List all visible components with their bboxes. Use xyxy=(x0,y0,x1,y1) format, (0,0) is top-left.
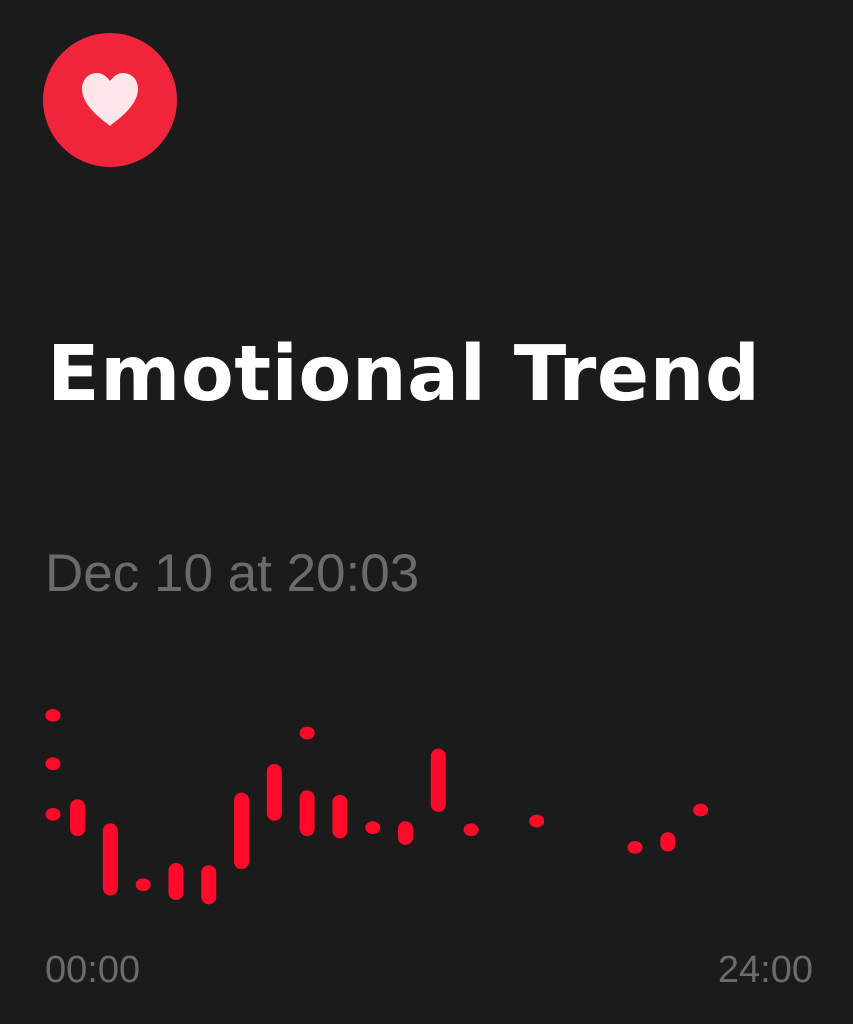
emotion-range-bar xyxy=(201,865,217,905)
emotion-trend-chart xyxy=(45,709,709,905)
emotion-range-bar xyxy=(398,821,414,845)
emotion-range-bar xyxy=(45,709,61,722)
app-icon-badge[interactable] xyxy=(43,33,177,167)
emotion-range-bar xyxy=(660,832,676,852)
heart-icon xyxy=(82,73,138,126)
emotion-range-bar xyxy=(45,757,61,771)
emotion-range-bar xyxy=(463,823,479,837)
emotion-range-bar xyxy=(266,764,282,821)
emotion-range-bar xyxy=(627,841,643,854)
emotion-range-bar xyxy=(102,823,118,896)
emotion-range-bar xyxy=(70,799,86,837)
emotion-range-bar xyxy=(693,803,709,817)
page-title: Emotional Trend xyxy=(47,330,761,419)
emotion-range-bar xyxy=(529,814,545,828)
emotion-range-bar xyxy=(332,794,348,839)
emotion-range-bar xyxy=(168,863,184,900)
emotion-range-bar xyxy=(45,808,61,821)
emotion-range-bar xyxy=(299,726,315,740)
emotion-range-bar xyxy=(234,792,250,870)
emotion-range-bar xyxy=(299,790,315,837)
emotion-range-bar xyxy=(135,878,151,892)
chart-marks xyxy=(45,709,709,905)
timestamp: Dec 10 at 20:03 xyxy=(45,544,420,603)
emotion-range-bar xyxy=(365,821,381,834)
emotion-range-bar xyxy=(430,748,446,812)
x-axis-end-label: 24:00 xyxy=(717,949,813,991)
x-axis-start-label: 00:00 xyxy=(45,949,141,991)
